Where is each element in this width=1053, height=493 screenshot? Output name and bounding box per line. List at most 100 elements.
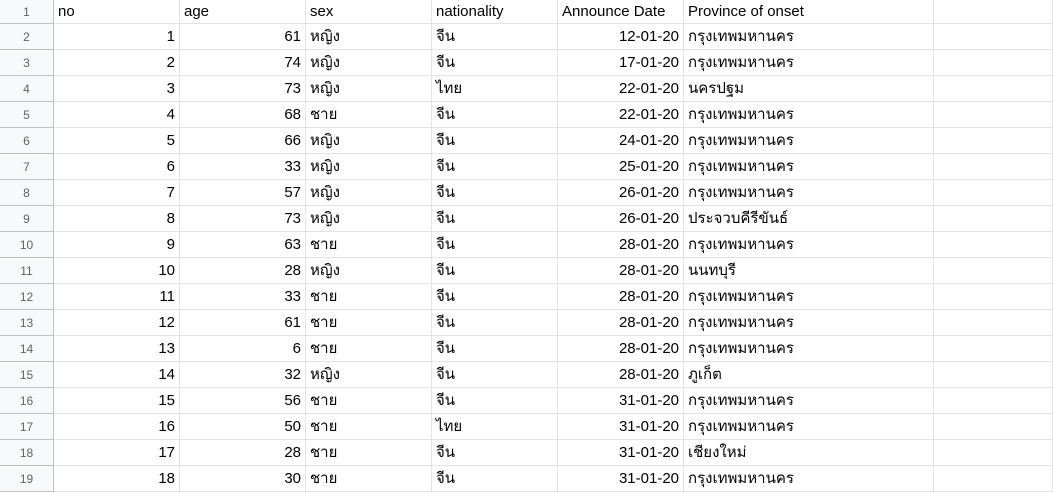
cell-province[interactable]: นนทบุรี — [684, 258, 934, 284]
cell-announce-date[interactable]: 31-01-20 — [558, 440, 684, 466]
cell-nationality[interactable]: จีน — [432, 232, 558, 258]
cell-province[interactable]: กรุงเทพมหานคร — [684, 414, 934, 440]
cell-announce-date[interactable]: 31-01-20 — [558, 388, 684, 414]
empty-cell[interactable] — [934, 388, 1053, 414]
cell-province[interactable]: กรุงเทพมหานคร — [684, 466, 934, 492]
header-cell-sex[interactable]: sex — [306, 0, 432, 24]
row-number[interactable]: 18 — [0, 440, 54, 466]
cell-no[interactable]: 12 — [54, 310, 180, 336]
empty-cell[interactable] — [934, 76, 1053, 102]
cell-announce-date[interactable]: 12-01-20 — [558, 24, 684, 50]
cell-nationality[interactable]: จีน — [432, 128, 558, 154]
cell-province[interactable]: เชียงใหม่ — [684, 440, 934, 466]
cell-province[interactable]: ประจวบคีรีขันธ์ — [684, 206, 934, 232]
empty-cell[interactable] — [934, 336, 1053, 362]
header-cell-age[interactable]: age — [180, 0, 306, 24]
cell-sex[interactable]: ชาย — [306, 232, 432, 258]
cell-sex[interactable]: ชาย — [306, 336, 432, 362]
cell-no[interactable]: 6 — [54, 154, 180, 180]
cell-age[interactable]: 33 — [180, 154, 306, 180]
cell-nationality[interactable]: จีน — [432, 102, 558, 128]
cell-age[interactable]: 74 — [180, 50, 306, 76]
cell-sex[interactable]: ชาย — [306, 310, 432, 336]
row-number[interactable]: 11 — [0, 258, 54, 284]
cell-announce-date[interactable]: 28-01-20 — [558, 258, 684, 284]
header-cell-nationality[interactable]: nationality — [432, 0, 558, 24]
cell-age[interactable]: 63 — [180, 232, 306, 258]
row-number[interactable]: 6 — [0, 128, 54, 154]
cell-age[interactable]: 57 — [180, 180, 306, 206]
cell-age[interactable]: 28 — [180, 440, 306, 466]
cell-nationality[interactable]: จีน — [432, 24, 558, 50]
cell-announce-date[interactable]: 31-01-20 — [558, 414, 684, 440]
cell-province[interactable]: กรุงเทพมหานคร — [684, 24, 934, 50]
cell-sex[interactable]: หญิง — [306, 362, 432, 388]
cell-announce-date[interactable]: 17-01-20 — [558, 50, 684, 76]
cell-nationality[interactable]: จีน — [432, 180, 558, 206]
row-number[interactable]: 15 — [0, 362, 54, 388]
cell-nationality[interactable]: จีน — [432, 154, 558, 180]
cell-nationality[interactable]: ไทย — [432, 76, 558, 102]
empty-cell[interactable] — [934, 180, 1053, 206]
cell-announce-date[interactable]: 28-01-20 — [558, 362, 684, 388]
cell-age[interactable]: 50 — [180, 414, 306, 440]
cell-nationality[interactable]: ไทย — [432, 414, 558, 440]
cell-announce-date[interactable]: 26-01-20 — [558, 206, 684, 232]
cell-province[interactable]: กรุงเทพมหานคร — [684, 310, 934, 336]
header-cell-no[interactable]: no — [54, 0, 180, 24]
cell-age[interactable]: 68 — [180, 102, 306, 128]
cell-nationality[interactable]: จีน — [432, 362, 558, 388]
cell-announce-date[interactable]: 22-01-20 — [558, 102, 684, 128]
cell-province[interactable]: กรุงเทพมหานคร — [684, 154, 934, 180]
header-cell-province-of-onset[interactable]: Province of onset — [684, 0, 934, 24]
row-number[interactable]: 14 — [0, 336, 54, 362]
empty-cell[interactable] — [934, 232, 1053, 258]
empty-cell[interactable] — [934, 154, 1053, 180]
empty-cell[interactable] — [934, 24, 1053, 50]
cell-province[interactable]: กรุงเทพมหานคร — [684, 102, 934, 128]
cell-sex[interactable]: หญิง — [306, 76, 432, 102]
cell-nationality[interactable]: จีน — [432, 258, 558, 284]
cell-age[interactable]: 6 — [180, 336, 306, 362]
row-number[interactable]: 7 — [0, 154, 54, 180]
cell-no[interactable]: 7 — [54, 180, 180, 206]
cell-province[interactable]: กรุงเทพมหานคร — [684, 336, 934, 362]
cell-sex[interactable]: หญิง — [306, 258, 432, 284]
cell-age[interactable]: 73 — [180, 206, 306, 232]
cell-announce-date[interactable]: 25-01-20 — [558, 154, 684, 180]
cell-province[interactable]: กรุงเทพมหานคร — [684, 50, 934, 76]
empty-cell[interactable] — [934, 310, 1053, 336]
cell-province[interactable]: กรุงเทพมหานคร — [684, 284, 934, 310]
cell-no[interactable]: 14 — [54, 362, 180, 388]
cell-sex[interactable]: ชาย — [306, 466, 432, 492]
cell-announce-date[interactable]: 26-01-20 — [558, 180, 684, 206]
cell-announce-date[interactable]: 31-01-20 — [558, 466, 684, 492]
empty-cell[interactable] — [934, 414, 1053, 440]
row-number[interactable]: 16 — [0, 388, 54, 414]
row-number[interactable]: 13 — [0, 310, 54, 336]
row-number[interactable]: 8 — [0, 180, 54, 206]
cell-nationality[interactable]: จีน — [432, 336, 558, 362]
cell-sex[interactable]: หญิง — [306, 154, 432, 180]
cell-sex[interactable]: ชาย — [306, 388, 432, 414]
empty-cell[interactable] — [934, 0, 1053, 24]
row-number[interactable]: 17 — [0, 414, 54, 440]
cell-sex[interactable]: หญิง — [306, 50, 432, 76]
cell-sex[interactable]: ชาย — [306, 102, 432, 128]
cell-no[interactable]: 10 — [54, 258, 180, 284]
cell-no[interactable]: 15 — [54, 388, 180, 414]
cell-sex[interactable]: ชาย — [306, 414, 432, 440]
cell-age[interactable]: 73 — [180, 76, 306, 102]
row-number[interactable]: 3 — [0, 50, 54, 76]
cell-age[interactable]: 61 — [180, 24, 306, 50]
cell-no[interactable]: 16 — [54, 414, 180, 440]
cell-province[interactable]: กรุงเทพมหานคร — [684, 232, 934, 258]
cell-no[interactable]: 5 — [54, 128, 180, 154]
row-number[interactable]: 19 — [0, 466, 54, 492]
empty-cell[interactable] — [934, 206, 1053, 232]
cell-no[interactable]: 2 — [54, 50, 180, 76]
row-number[interactable]: 5 — [0, 102, 54, 128]
cell-no[interactable]: 3 — [54, 76, 180, 102]
cell-age[interactable]: 56 — [180, 388, 306, 414]
empty-cell[interactable] — [934, 466, 1053, 492]
